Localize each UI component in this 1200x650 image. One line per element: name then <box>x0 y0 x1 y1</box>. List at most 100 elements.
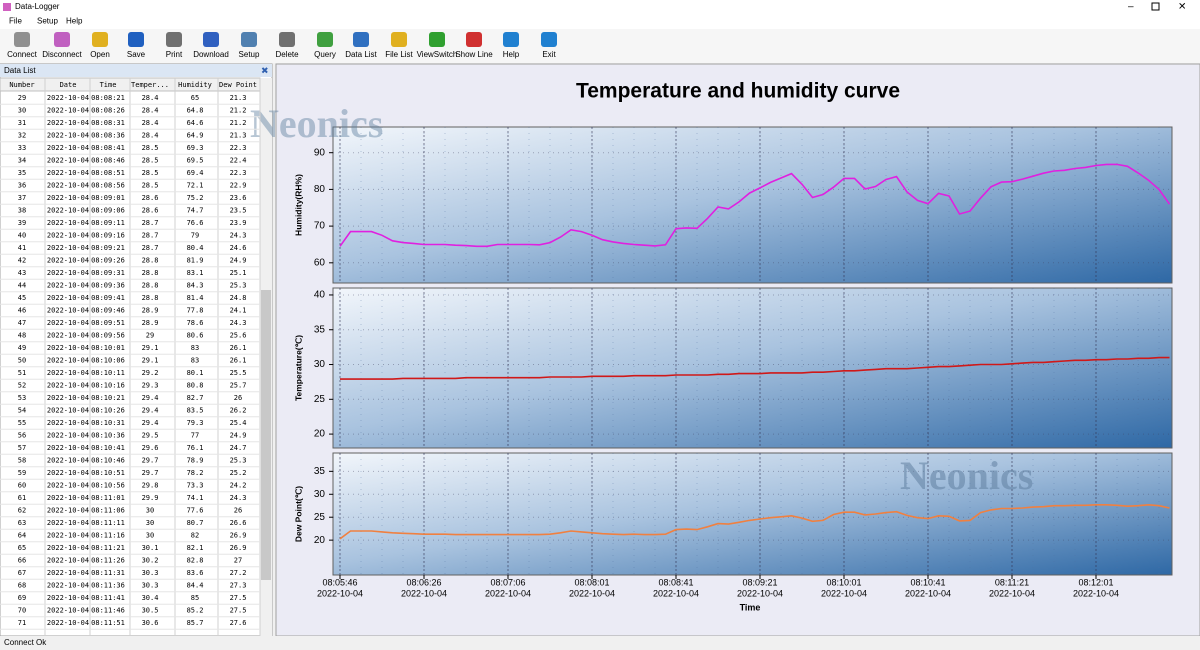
data-line <box>340 356 1170 380</box>
close[interactable]: ✕ <box>1178 2 1186 13</box>
table-cell: 25.6 <box>230 332 247 340</box>
table-cell: 24.3 <box>230 319 247 327</box>
toolbar-icon[interactable] <box>166 32 182 47</box>
table-cell: 2022-10-04 <box>47 207 89 215</box>
toolbar-icon[interactable] <box>128 32 144 47</box>
toolbar-icon[interactable] <box>391 32 407 47</box>
table-cell: 2022-10-04 <box>47 194 89 202</box>
table-cell: 24.8 <box>230 294 247 302</box>
toolbar-icon[interactable] <box>541 32 557 47</box>
toolbar-icon[interactable] <box>203 32 219 47</box>
toolbar-icon[interactable] <box>279 32 295 47</box>
toolbar-label[interactable]: Exit <box>542 50 556 59</box>
toolbar-icon[interactable] <box>14 32 30 47</box>
table-cell: 62 <box>18 507 26 515</box>
table-cell: 08:09:31 <box>91 269 125 277</box>
x-tick-date: 2022-10-04 <box>569 588 615 598</box>
y-axis-label: Humidity(RH%) <box>293 174 303 236</box>
table-cell: 08:11:26 <box>91 557 125 565</box>
table-cell: 08:11:06 <box>91 507 125 515</box>
table-cell: 83.1 <box>187 269 204 277</box>
toolbar-label[interactable]: Download <box>193 50 229 59</box>
menu-item[interactable]: File <box>9 17 22 26</box>
table-cell: 08:10:06 <box>91 357 125 365</box>
minimize[interactable]: – <box>1128 2 1134 13</box>
toolbar-label[interactable]: Setup <box>239 50 260 59</box>
table-cell: 2022-10-04 <box>47 394 89 402</box>
toolbar-label[interactable]: Data List <box>345 50 377 59</box>
toolbar-icon[interactable] <box>54 32 70 47</box>
table-cell: 08:09:56 <box>91 332 125 340</box>
toolbar-icon[interactable] <box>317 32 333 47</box>
x-tick-label: 08:10:41 <box>910 577 945 587</box>
table-cell: 26.1 <box>230 357 247 365</box>
table-cell: 27.5 <box>230 607 247 615</box>
x-tick-label: 08:11:21 <box>995 577 1029 587</box>
table-cell: 22.4 <box>230 157 247 165</box>
table-cell: 29.4 <box>142 419 159 427</box>
table-cell: 66 <box>18 557 26 565</box>
menu-item[interactable]: Help <box>66 17 83 26</box>
y-axis-label: Dew Point(℃) <box>293 486 303 542</box>
maximize[interactable] <box>1151 2 1160 11</box>
toolbar-icon[interactable] <box>92 32 108 47</box>
toolbar-label[interactable]: Print <box>166 50 183 59</box>
x-tick-date: 2022-10-04 <box>653 588 699 598</box>
table-cell: 37 <box>18 194 26 202</box>
table-cell: 26.2 <box>230 407 247 415</box>
toolbar-label[interactable]: File List <box>385 50 413 59</box>
toolbar-label[interactable]: ViewSwitch <box>417 50 458 59</box>
table-cell: 08:09:01 <box>91 194 125 202</box>
toolbar-label[interactable]: Delete <box>275 50 299 59</box>
table-cell: 63 <box>18 519 26 527</box>
table-cell: 2022-10-04 <box>47 294 89 302</box>
table-cell: 08:09:36 <box>91 282 125 290</box>
table-cell: 30.6 <box>142 619 159 627</box>
toolbar-label[interactable]: Show Line <box>455 50 493 59</box>
toolbar-label[interactable]: Open <box>90 50 110 59</box>
toolbar-label[interactable]: Save <box>127 50 146 59</box>
table-cell: 28.8 <box>142 257 159 265</box>
menu-item[interactable]: Setup <box>37 17 58 26</box>
table-cell: 2022-10-04 <box>47 332 89 340</box>
table-cell: 43 <box>18 269 26 277</box>
status-text: Connect Ok <box>4 638 47 647</box>
table-cell: 79 <box>191 232 199 240</box>
table-cell: 08:11:46 <box>91 607 125 615</box>
scroll-thumb[interactable] <box>261 290 271 580</box>
toolbar-icon[interactable] <box>429 32 445 47</box>
toolbar-label[interactable]: Help <box>503 50 520 59</box>
table-cell: 26.1 <box>230 344 247 352</box>
table-cell: 27.2 <box>230 569 247 577</box>
table-cell: 41 <box>18 244 26 252</box>
toolbar-label[interactable]: Disconnect <box>42 50 82 59</box>
table-cell: 27.5 <box>230 594 247 602</box>
table-cell: 23.5 <box>230 207 247 215</box>
table-cell: 22.3 <box>230 144 247 152</box>
table-cell: 80.6 <box>187 332 204 340</box>
table-cell: 61 <box>18 494 26 502</box>
table-cell: 29.9 <box>142 494 159 502</box>
table-cell: 28.6 <box>142 207 159 215</box>
table-cell: 2022-10-04 <box>47 544 89 552</box>
table-cell: 26.9 <box>230 532 247 540</box>
toolbar-icon[interactable] <box>353 32 369 47</box>
table-cell: 26 <box>234 507 242 515</box>
x-tick-label: 08:06:26 <box>406 577 441 587</box>
toolbar-label[interactable]: Query <box>314 50 336 59</box>
table-cell: 2022-10-04 <box>47 282 89 290</box>
table-cell: 27 <box>234 557 242 565</box>
table-cell: 75.2 <box>187 194 204 202</box>
table-cell: 2022-10-04 <box>47 569 89 577</box>
table-cell: 08:10:51 <box>91 469 125 477</box>
toolbar-icon[interactable] <box>503 32 519 47</box>
table-cell: 25.1 <box>230 269 247 277</box>
table-cell: 24.3 <box>230 232 247 240</box>
toolbar-icon[interactable] <box>466 32 482 47</box>
table-cell: 08:11:31 <box>91 569 125 577</box>
panel-close[interactable]: ✖ <box>261 65 269 75</box>
toolbar-label[interactable]: Connect <box>7 50 38 59</box>
toolbar-icon[interactable] <box>241 32 257 47</box>
table-cell: 28.9 <box>142 307 159 315</box>
table-cell: 39 <box>18 219 26 227</box>
